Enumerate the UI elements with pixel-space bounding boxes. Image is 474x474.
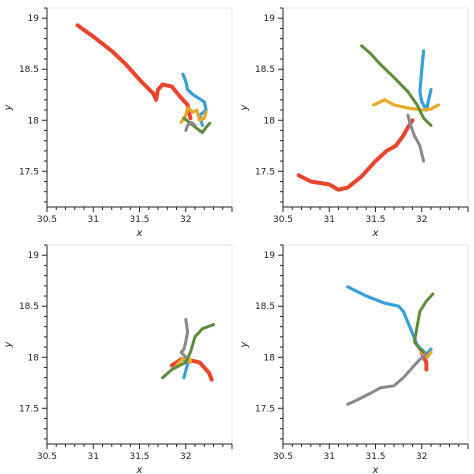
plot-frame (282, 244, 469, 445)
x-tick-label: 31.5 (129, 452, 149, 462)
x-tick-label: 32 (180, 215, 191, 225)
plot-frame (46, 244, 233, 445)
x-axis-title: x (372, 465, 379, 474)
chart-panel-1: 30.5 31 31.5 32 17.5 18 18.5 19 x y (3, 7, 233, 239)
trajectory-line-4 (161, 323, 215, 380)
x-tick-label: 31.5 (129, 215, 149, 225)
x-tick-label: 31.5 (365, 215, 385, 225)
x-tick-label: 30.5 (273, 452, 293, 462)
y-tick-label: 18.5 (255, 65, 275, 75)
y-tick-label: 18 (28, 116, 40, 126)
x-tick-label: 32 (180, 452, 191, 462)
plot-frame (282, 7, 469, 208)
chart-panel-2: 30.5 31 31.5 32 17.5 18 18.5 19 x y (239, 7, 469, 239)
y-axis-title: y (3, 103, 14, 111)
x-tick-label: 30.5 (273, 215, 293, 225)
y-tick-label: 17.5 (19, 404, 39, 414)
y-tick-label: 18.5 (19, 65, 39, 75)
trajectory-line-5 (179, 318, 190, 359)
x-tick-label: 30.5 (37, 215, 57, 225)
trajectory-line-2 (181, 72, 208, 127)
x-axis-title: x (136, 228, 143, 239)
x-axis-title: x (136, 465, 143, 474)
y-tick-label: 18 (264, 353, 276, 363)
y-tick-label: 19 (28, 14, 40, 24)
trajectory-line-5 (346, 352, 428, 406)
chart-panel-4: 30.5 31 31.5 32 17.5 18 18.5 19 x y (239, 244, 469, 474)
y-tick-label: 19 (264, 251, 276, 261)
trajectory-line-5 (406, 113, 426, 163)
y-tick-label: 18 (264, 116, 276, 126)
y-axis-title: y (239, 340, 250, 348)
x-axis-title: x (372, 228, 379, 239)
chart-panel-3: 30.5 31 31.5 32 17.5 18 18.5 19 x y (3, 244, 233, 474)
trajectory-line-2 (418, 49, 433, 112)
x-tick-label: 31.5 (365, 452, 385, 462)
y-axis-title: y (3, 340, 14, 348)
y-axis-title: y (239, 103, 250, 111)
x-tick-label: 31 (88, 215, 99, 225)
y-tick-label: 18.5 (255, 302, 275, 312)
trajectory-line-4 (360, 44, 433, 127)
y-tick-label: 17.5 (255, 404, 275, 414)
x-tick-label: 31 (324, 215, 335, 225)
trajectory-line-1 (296, 118, 415, 192)
y-tick-label: 19 (28, 251, 40, 261)
x-tick-label: 30.5 (37, 452, 57, 462)
x-tick-label: 32 (416, 452, 427, 462)
y-tick-label: 17.5 (255, 167, 275, 177)
trajectory-line-3 (179, 106, 208, 124)
trajectory-line-4 (412, 292, 435, 354)
y-tick-label: 19 (264, 14, 276, 24)
y-tick-label: 18 (28, 353, 40, 363)
trajectory-line-5 (184, 120, 197, 132)
x-tick-label: 31 (88, 452, 99, 462)
trajectory-line-3 (372, 98, 440, 112)
y-tick-label: 18.5 (19, 302, 39, 312)
y-tick-label: 17.5 (19, 167, 39, 177)
x-tick-label: 31 (324, 452, 335, 462)
x-tick-label: 32 (416, 215, 427, 225)
trajectory-line-1 (75, 23, 193, 121)
